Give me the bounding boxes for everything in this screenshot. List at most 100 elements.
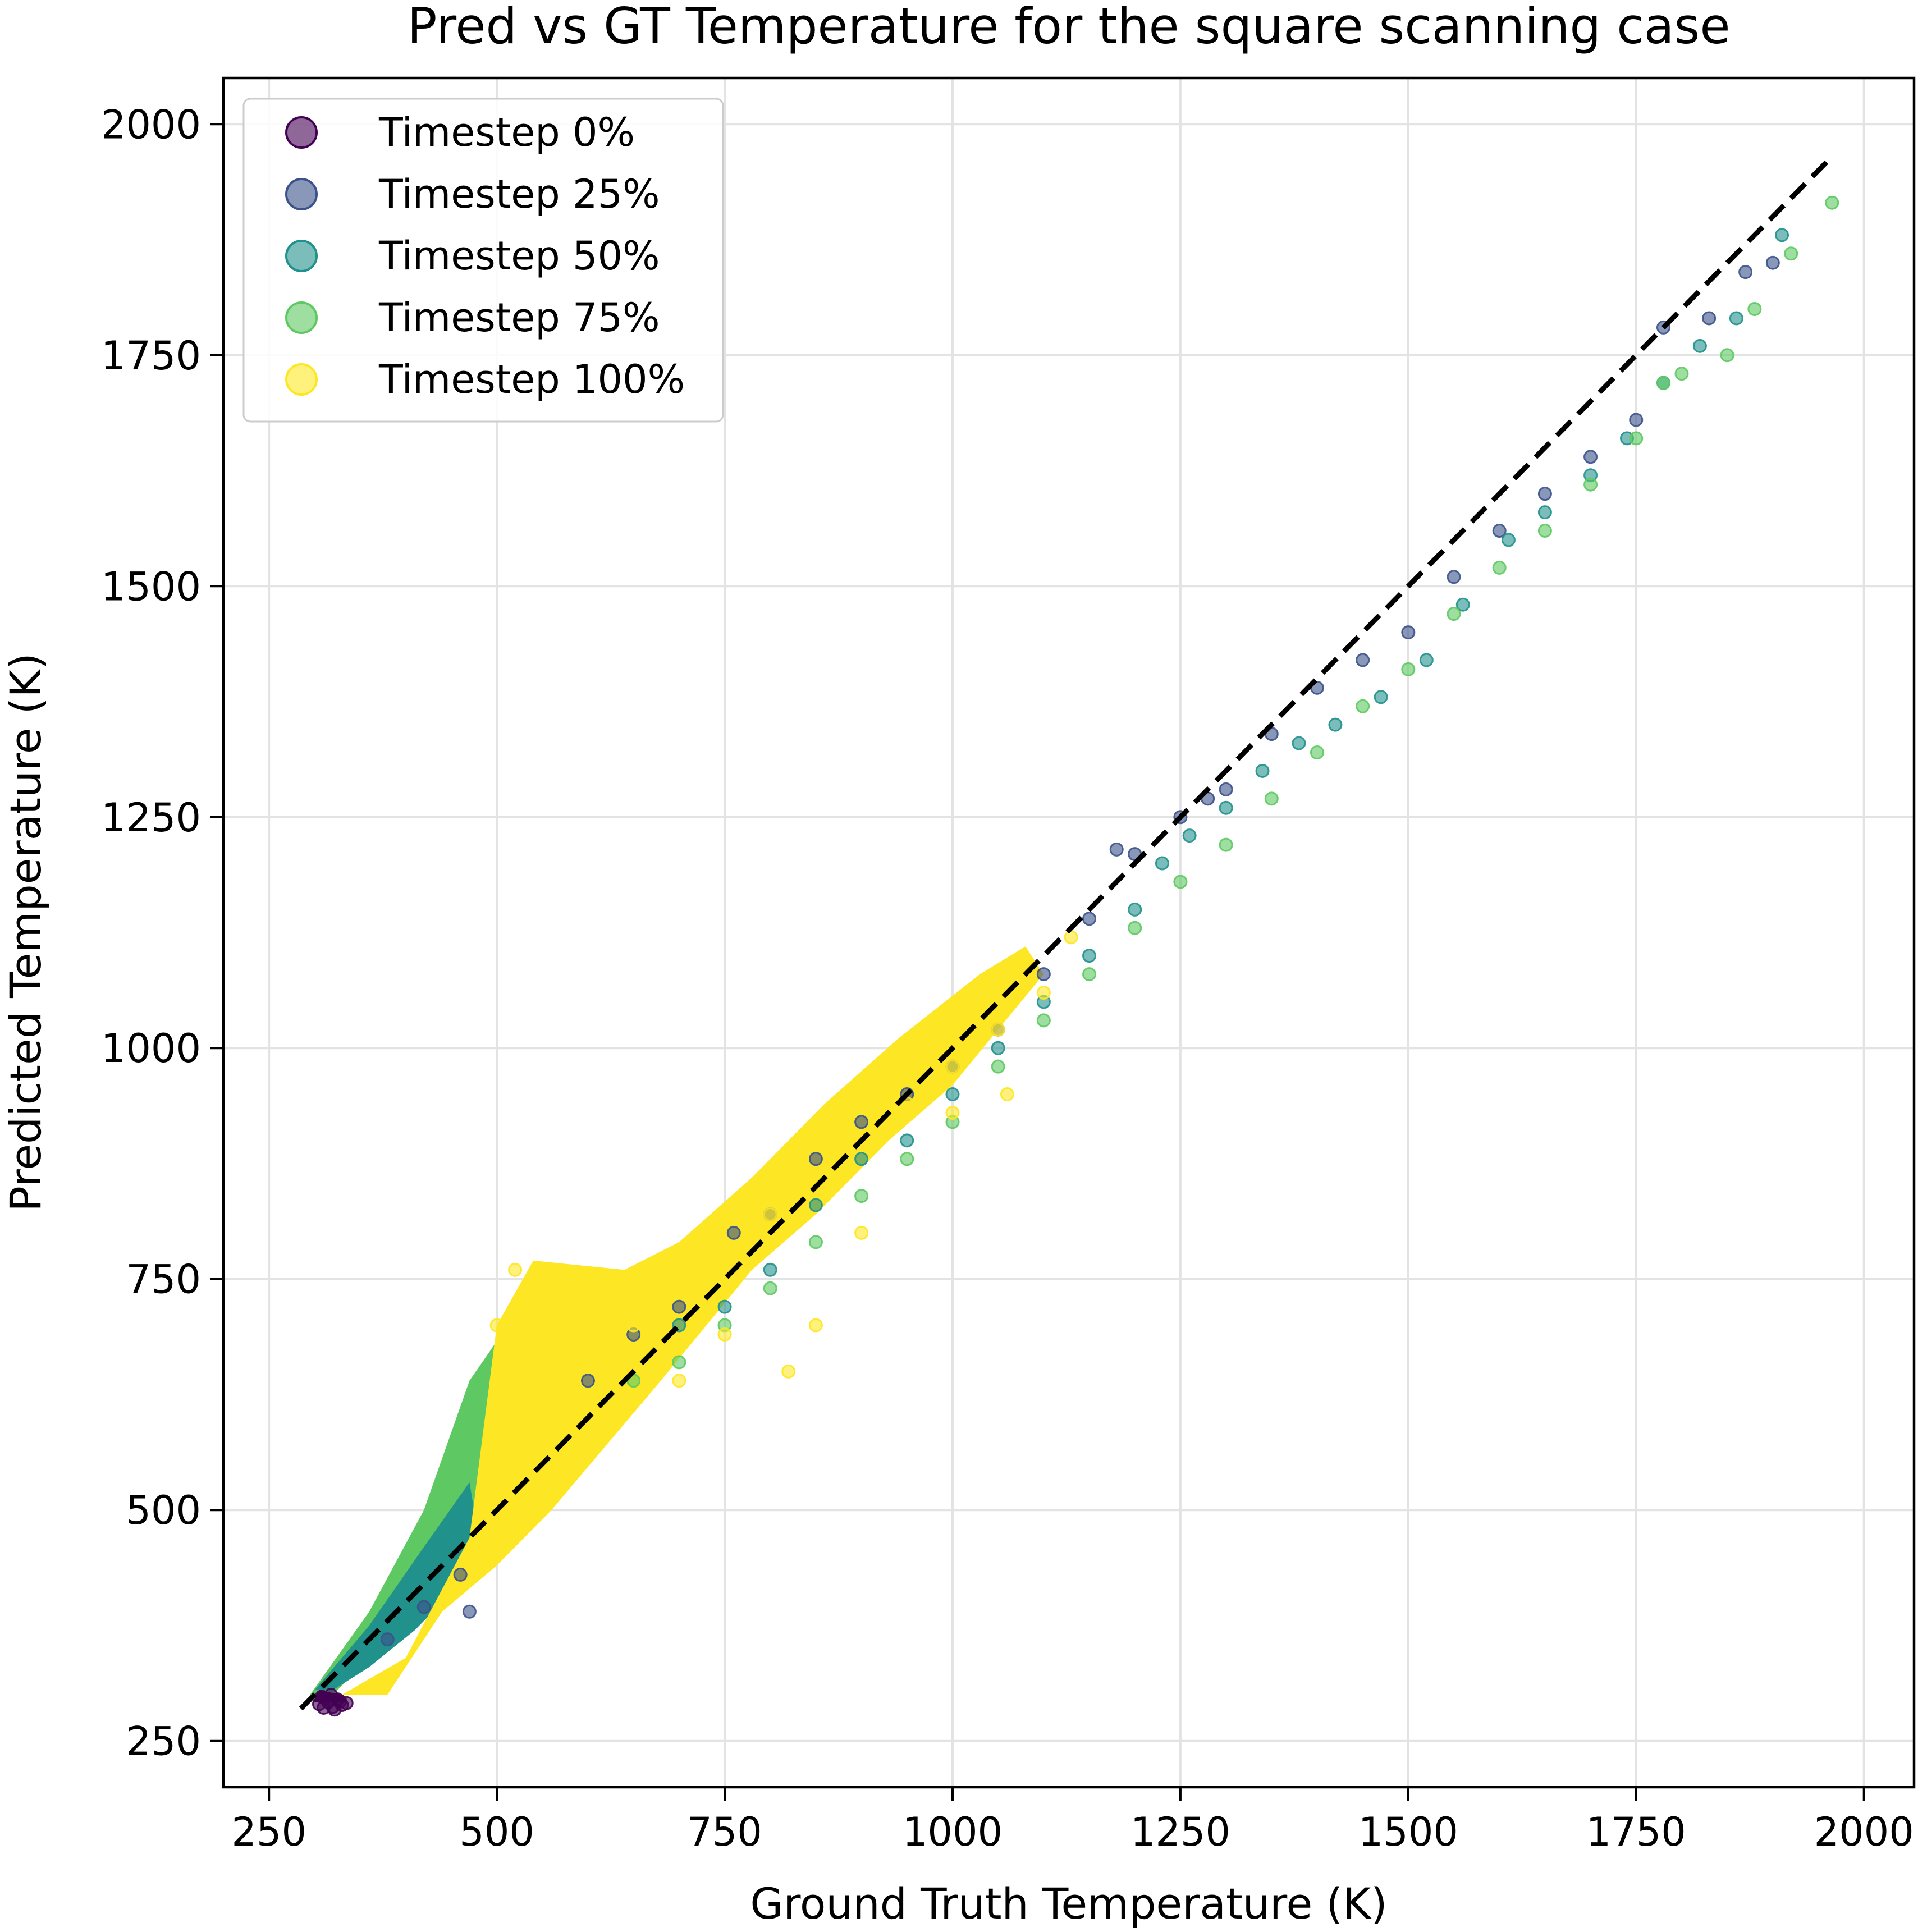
scatter-point: [1264, 791, 1279, 806]
y-tick-label: 1500: [101, 564, 201, 610]
legend-label: Timestep 0%: [378, 109, 635, 155]
x-tick-label: 1250: [1130, 1809, 1230, 1855]
scatter-point: [1356, 653, 1370, 667]
scatter-point: [1492, 524, 1507, 538]
scatter-point: [900, 1152, 914, 1166]
scatter-point: [672, 1374, 686, 1388]
scatter-point: [1501, 533, 1516, 547]
scatter-point: [991, 1059, 1005, 1074]
scatter-point: [1447, 607, 1461, 621]
legend-marker: [285, 116, 318, 149]
y-tick-label: 1250: [101, 795, 201, 841]
scatter-point: [1182, 828, 1197, 843]
scatter-point: [1537, 524, 1552, 538]
x-tick-label: 1000: [903, 1809, 1003, 1855]
x-tick-label: 1750: [1586, 1809, 1686, 1855]
scatter-point: [945, 1087, 960, 1102]
legend-label: Timestep 50%: [378, 233, 660, 279]
scatter-point: [380, 1632, 395, 1647]
scatter-point: [626, 1318, 641, 1333]
x-axis-label: Ground Truth Temperature (K): [750, 1879, 1387, 1929]
scatter-point: [1702, 311, 1717, 326]
legend-label: Timestep 25%: [378, 171, 660, 217]
scatter-point: [508, 1262, 523, 1277]
plot-frame: [222, 76, 1916, 1789]
legend-marker: [285, 178, 318, 210]
y-tick-label: 1000: [101, 1025, 201, 1072]
legend: Timestep 0% Timestep 25% Timestep 50% Times…: [242, 98, 724, 423]
ticks-layer: 250 500 750 1000 1250 1500 1750 2000 250 500 750 10…: [101, 102, 1914, 1855]
scatter-point: [1356, 699, 1370, 713]
scatter-point: [945, 1105, 960, 1120]
scatter-point: [763, 1262, 777, 1277]
grid-layer: [223, 78, 1914, 1787]
scatter-point: [1219, 837, 1233, 852]
scatter-point: [1036, 1013, 1051, 1028]
scatter-point: [1629, 431, 1644, 446]
scatter-point: [462, 1604, 477, 1619]
scatter-point: [1219, 782, 1233, 796]
scatter-point: [416, 1600, 431, 1614]
scatter-point: [1109, 842, 1124, 857]
scatter-point: [1765, 255, 1780, 270]
scatter-point: [1292, 736, 1306, 750]
scatter-point: [580, 1374, 595, 1388]
scatter-point: [1401, 662, 1416, 676]
x-tick-label: 750: [687, 1809, 762, 1855]
scatter-point: [1537, 487, 1552, 501]
scatter-point: [672, 1355, 686, 1370]
scatter-point: [854, 1225, 869, 1240]
scatter-point: [1720, 348, 1734, 363]
scatter-point: [808, 1318, 823, 1333]
scatter-point: [1255, 763, 1270, 778]
scatter-point: [1155, 856, 1169, 871]
legend-frame: [242, 98, 724, 423]
scatter-point: [1219, 800, 1233, 815]
scatter-point: [672, 1281, 686, 1295]
scatter-point: [544, 1299, 559, 1314]
scatter-point: [453, 1567, 468, 1582]
scatter-point: [1775, 228, 1789, 242]
scatter-point: [726, 1225, 741, 1240]
x-tick-label: 2000: [1814, 1809, 1914, 1855]
scatter-point: [580, 1327, 595, 1342]
scatter-point: [763, 1207, 777, 1222]
scatter-point: [717, 1244, 732, 1258]
scatter-point: [1656, 376, 1670, 390]
scatter-point: [1747, 301, 1762, 316]
scatter-point: [717, 1327, 732, 1342]
scatter-point: [1674, 367, 1689, 381]
scatter-point: [1583, 450, 1598, 464]
scatter-point: [1064, 930, 1078, 945]
scatter-point: [991, 1041, 1005, 1055]
scatter-point: [1000, 1087, 1014, 1102]
scatter-point: [1128, 921, 1142, 935]
scatter-point: [1173, 875, 1188, 889]
cloud-timestep-50: [314, 1482, 479, 1691]
y-axis-label: Predicted Temperature (K): [1, 653, 51, 1212]
scatter-point: [1492, 560, 1507, 575]
scatter-point: [1825, 195, 1839, 210]
y-tick-label: 500: [126, 1487, 201, 1533]
scatter-point: [808, 1152, 823, 1166]
legend-marker: [285, 301, 318, 334]
scatter-point: [717, 1299, 732, 1314]
y-tick-label: 1750: [101, 333, 201, 379]
scatter-point: [900, 1133, 914, 1148]
scatter-point: [991, 1022, 1005, 1037]
y-tick-label: 2000: [101, 102, 201, 148]
legend-label: Timestep 75%: [378, 295, 660, 341]
scatter-point: [1082, 912, 1097, 926]
scatter-point: [1738, 265, 1753, 280]
scatter-point: [1036, 967, 1051, 982]
scatter-point: [1629, 413, 1644, 427]
scatter-point: [1447, 570, 1461, 584]
scatter-point: [1128, 902, 1142, 917]
scatter-point: [1455, 597, 1470, 612]
scatter-point: [763, 1281, 777, 1295]
y-tick-label: 750: [126, 1257, 201, 1303]
y-tick-label: 250: [126, 1719, 201, 1765]
x-tick-label: 500: [459, 1809, 534, 1855]
scatter-point: [339, 1696, 354, 1710]
